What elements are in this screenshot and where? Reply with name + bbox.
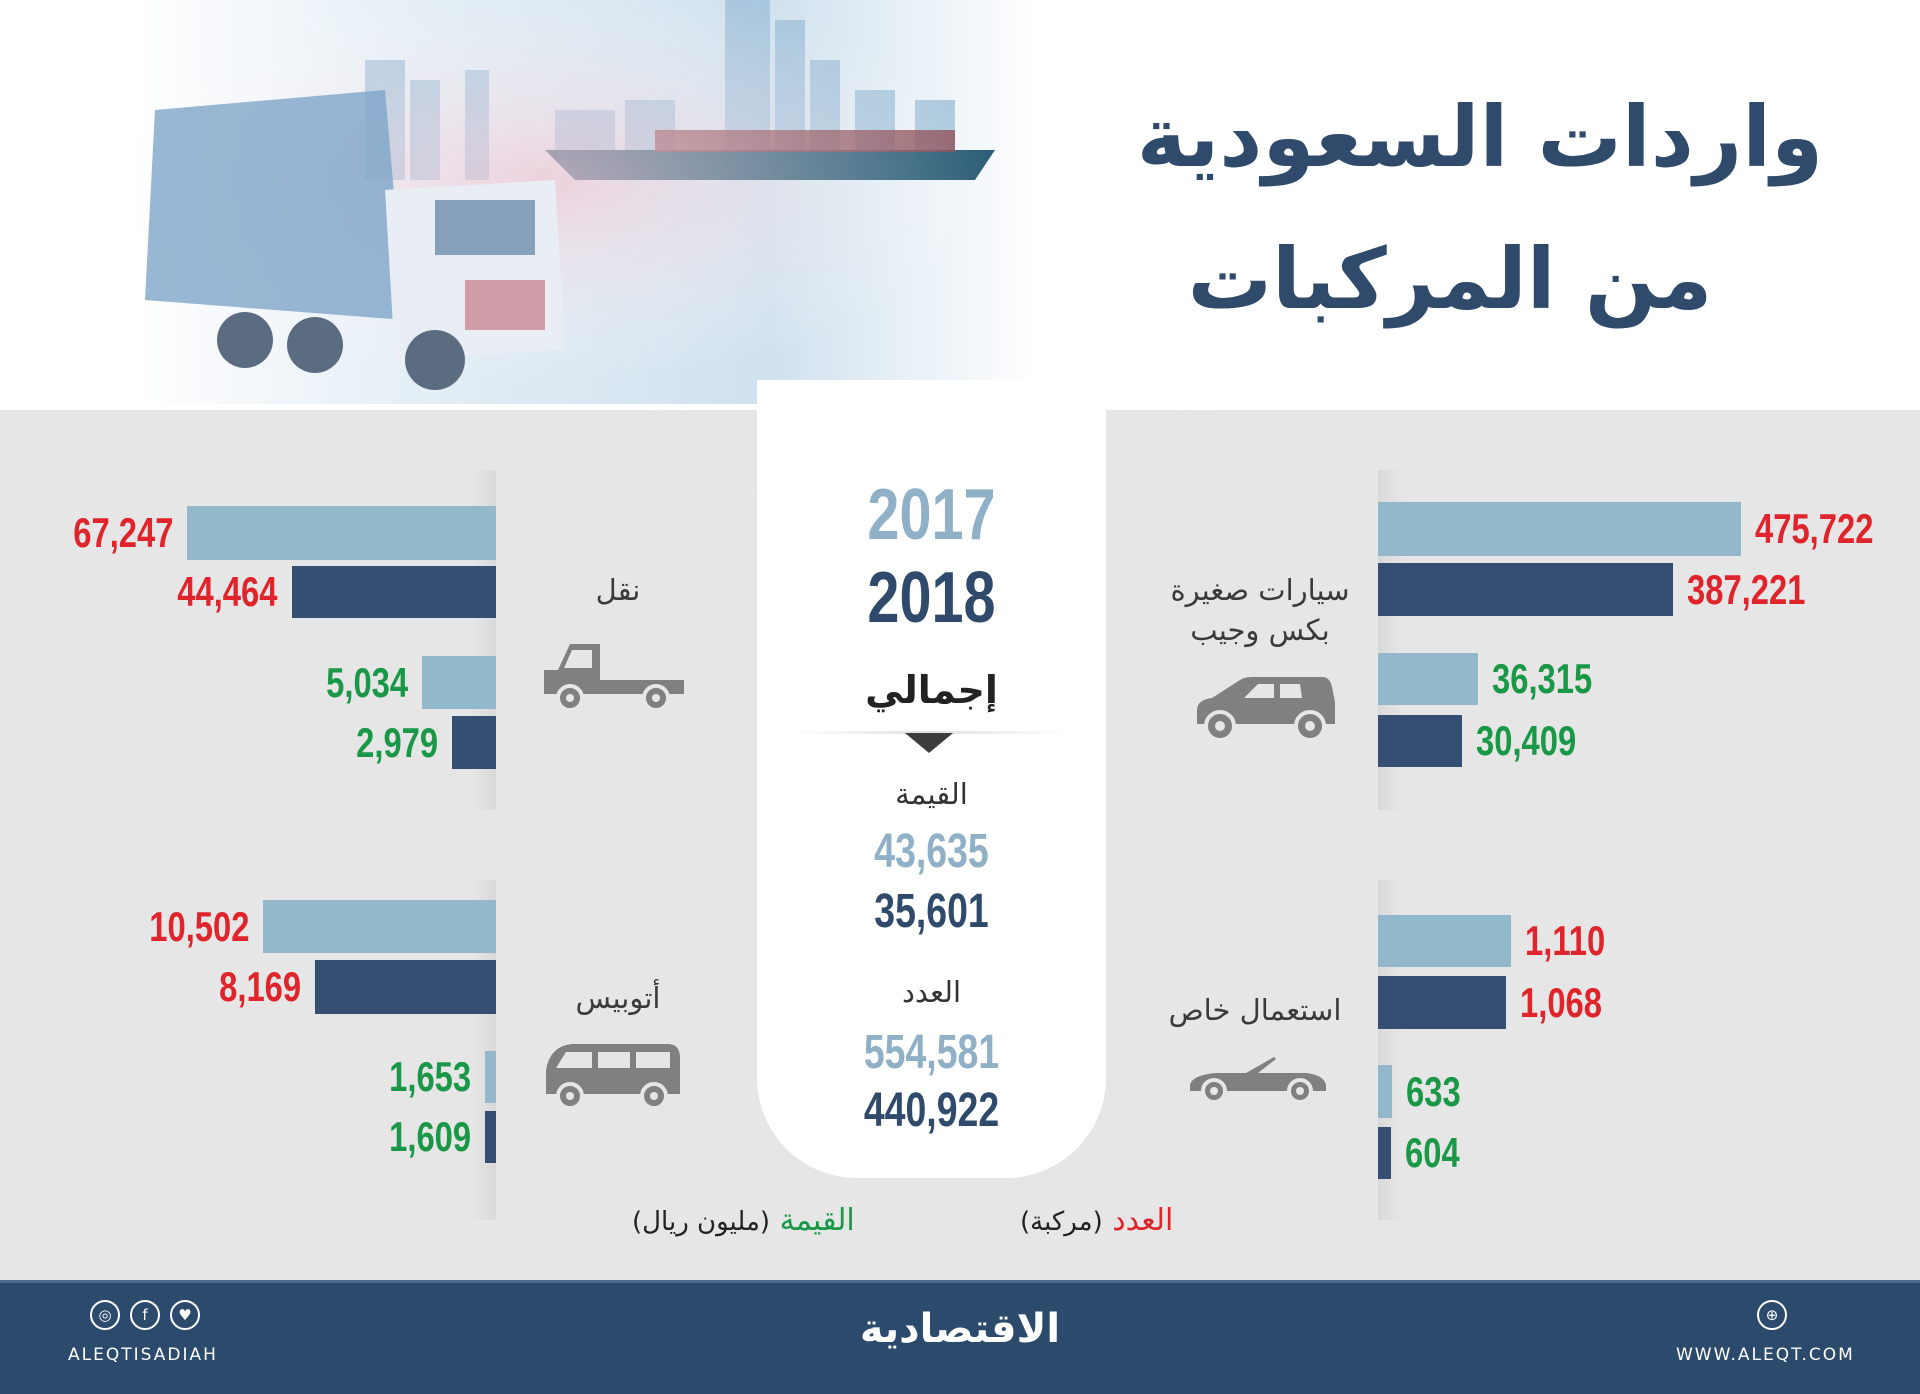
data-label-transport-count-2017: 67,247 [72,509,173,556]
data-label-small-cars-count-2017: 475,722 [1755,505,1874,552]
convertible-car-icon [1190,1057,1326,1104]
truck [145,90,565,390]
count-label: العدد [901,975,962,1009]
bar-bus-value-2018 [485,1111,496,1163]
data-label-small-cars-count-2018: 387,221 [1687,565,1806,613]
data-label-bus-value-2018: 1,609 [389,1113,472,1160]
bar-transport-value-2018 [452,716,496,769]
globe-icon[interactable]: ⊕ [1757,1300,1787,1330]
bar-bus-value-2017 [485,1051,496,1103]
bar-small-cars-value-2017 [1378,653,1478,705]
data-label-bus-count-2017: 10,502 [148,902,249,950]
count-2017: 554,581 [863,1026,1000,1079]
data-label-transport-value-2017: 5,034 [326,658,408,706]
bar-small-cars-count-2018 [1378,563,1674,616]
bar-small-cars-value-2018 [1378,715,1462,767]
bar-transport-value-2017 [422,656,496,709]
year-2017-label: 2017 [867,475,996,555]
data-label-small-cars-value-2017: 36,315 [1492,655,1593,702]
value-2017: 43,635 [874,825,989,878]
category-label-small-cars: سيارات صغيرة بكس وجيب [1150,570,1370,650]
bar-small-cars-count-2017 [1378,502,1741,556]
bar-bus-count-2018 [314,960,496,1014]
twitter-icon[interactable]: ♥ [170,1300,200,1330]
summary-panel [757,380,1106,1178]
legend-count-label: العدد [1112,1203,1174,1238]
value-label: القيمة [895,777,968,811]
legend-count: العدد (مركبة) [1020,1203,1173,1238]
bar-special-use-value-2017 [1378,1065,1392,1118]
data-label-transport-count-2018: 44,464 [177,568,278,615]
summary-panel-top [757,380,1106,420]
legend-value-unit: (مليون ريال) [632,1207,771,1237]
hero-illustration [135,0,1040,404]
bar-bus-count-2017 [263,900,496,953]
category-label-bus: أتوبيس [575,981,661,1015]
data-label-special-use-value-2018: 604 [1405,1129,1461,1176]
website-link[interactable]: WWW.ALEQT.COM [1676,1345,1855,1365]
data-label-small-cars-value-2018: 30,409 [1475,717,1576,764]
instagram-icon[interactable]: ◎ [90,1300,120,1330]
category-label-line: بكس وجيب [1190,613,1330,647]
data-label-transport-value-2018: 2,979 [356,718,439,766]
count-2018: 440,922 [863,1084,1000,1137]
suv-icon [1197,677,1335,742]
data-label-special-use-count-2017: 1,110 [1525,917,1606,964]
bar-special-use-value-2018 [1378,1127,1392,1179]
divider [790,731,1070,734]
legend-count-unit: (مركبة) [1020,1207,1103,1237]
category-label-special-use: استعمال خاص [1168,993,1342,1027]
pickup-truck-icon [544,644,684,712]
data-label-bus-value-2017: 1,653 [389,1053,471,1100]
data-label-bus-count-2018: 8,169 [218,963,301,1010]
bar-transport-count-2018 [291,566,496,618]
page-title: واردات السعودية [1136,88,1824,186]
bar-transport-count-2017 [187,506,496,560]
logo: الاقتصادية [859,1306,1061,1352]
category-label-line: سيارات صغيرة [1170,573,1350,607]
page-subtitle: من المركبات [1187,230,1713,328]
legend-value: القيمة (مليون ريال) [632,1203,855,1238]
van-icon [546,1044,680,1110]
bar-special-use-count-2017 [1378,915,1511,967]
bar-special-use-count-2018 [1378,976,1506,1029]
triangle-pointer-icon [905,733,953,753]
category-label-transport: نقل [595,573,641,607]
data-label-special-use-count-2018: 1,068 [1519,978,1602,1026]
legend-value-label: القيمة [779,1203,855,1238]
social-handle[interactable]: ALEQTISADIAH [68,1345,218,1365]
facebook-icon[interactable]: f [130,1300,160,1330]
year-2018-label: 2018 [867,558,996,638]
footer [0,1280,1920,1394]
total-label: إجمالي [865,668,998,712]
data-label-special-use-value-2017: 633 [1406,1067,1461,1115]
value-2018: 35,601 [874,885,989,938]
